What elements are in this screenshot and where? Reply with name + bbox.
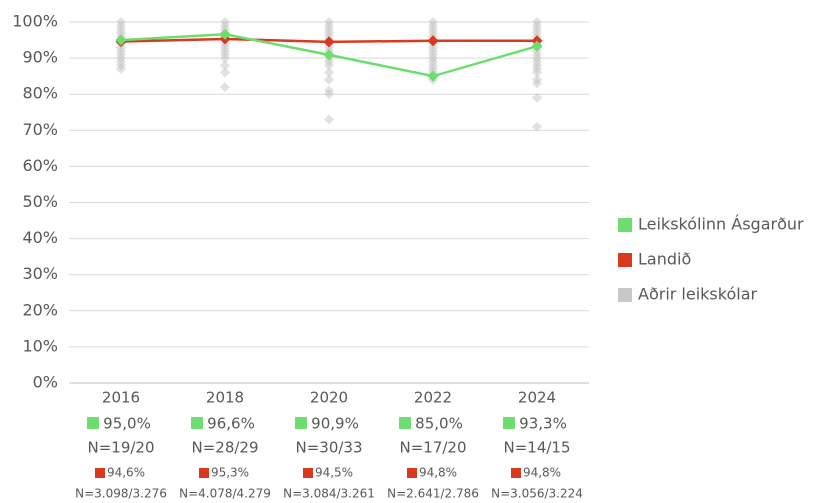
series-marker [323,36,335,48]
other-school-marker [532,78,542,89]
value-label-swatch [295,417,307,429]
n-label: N=3.056/3.224 [491,487,583,501]
other-school-marker [116,63,126,74]
other-school-marker [324,67,334,78]
value-label-swatch [303,468,313,478]
n-label: N=4.078/4.279 [179,487,271,501]
legend-swatch [618,253,632,267]
y-tick-label: 90% [22,48,58,67]
value-label-swatch [87,417,99,429]
y-tick-label: 40% [22,228,58,247]
y-tick-label: 50% [22,192,58,211]
value-label-swatch [511,468,521,478]
other-school-marker [324,74,334,85]
value-label-swatch [191,417,203,429]
y-tick-label: 0% [33,373,58,392]
n-label: N=19/20 [87,439,154,457]
y-tick-label: 80% [22,84,58,103]
y-tick-label: 30% [22,264,58,283]
value-label: 93,3% [519,415,567,433]
x-tick-label: 2016 [102,389,140,407]
value-label-swatch [503,417,515,429]
value-label: 94,5% [315,466,353,480]
value-label: 95,0% [103,415,151,433]
value-label-swatch [399,417,411,429]
other-school-marker [324,60,334,71]
other-school-marker [220,81,230,92]
n-label: N=2.641/2.786 [387,487,479,501]
value-label: 94,6% [107,466,145,480]
value-label-swatch [407,468,417,478]
series-marker [427,35,439,47]
legend-swatch [618,218,632,232]
series-marker [323,49,335,61]
other-school-marker [220,60,230,71]
other-school-marker [220,53,230,64]
x-tick-label: 2022 [414,389,452,407]
n-label: N=17/20 [399,439,466,457]
y-tick-label: 20% [22,300,58,319]
n-label: N=30/33 [295,439,362,457]
series-marker [219,28,231,40]
value-label-swatch [199,468,209,478]
legend-label: Landið [638,250,691,269]
value-label: 90,9% [311,415,359,433]
value-label: 96,6% [207,415,255,433]
other-school-marker [324,114,334,125]
other-school-marker [532,92,542,103]
x-tick-label: 2024 [518,389,556,407]
x-tick-label: 2020 [310,389,348,407]
n-label: N=3.084/3.261 [283,487,375,501]
n-label: N=3.098/3.276 [75,487,167,501]
series-marker [115,34,127,46]
series-marker [427,70,439,82]
value-label-swatch [95,468,105,478]
y-tick-label: 60% [22,156,58,175]
other-school-marker [324,89,334,100]
n-label: N=14/15 [503,439,570,457]
value-label: 94,8% [523,466,561,480]
other-school-marker [532,67,542,78]
y-tick-label: 10% [22,336,58,355]
y-tick-label: 70% [22,120,58,139]
other-school-marker [220,67,230,78]
other-school-marker [532,121,542,132]
legend-label: Leikskólinn Ásgarður [638,215,804,234]
legend-swatch [618,288,632,302]
x-tick-label: 2018 [206,389,244,407]
legend-label: Aðrir leikskólar [638,285,757,304]
n-label: N=28/29 [191,439,258,457]
value-label: 94,8% [419,466,457,480]
y-tick-label: 100% [12,12,58,31]
value-label: 85,0% [415,415,463,433]
series-marker [531,40,543,52]
value-label: 95,3% [211,466,249,480]
